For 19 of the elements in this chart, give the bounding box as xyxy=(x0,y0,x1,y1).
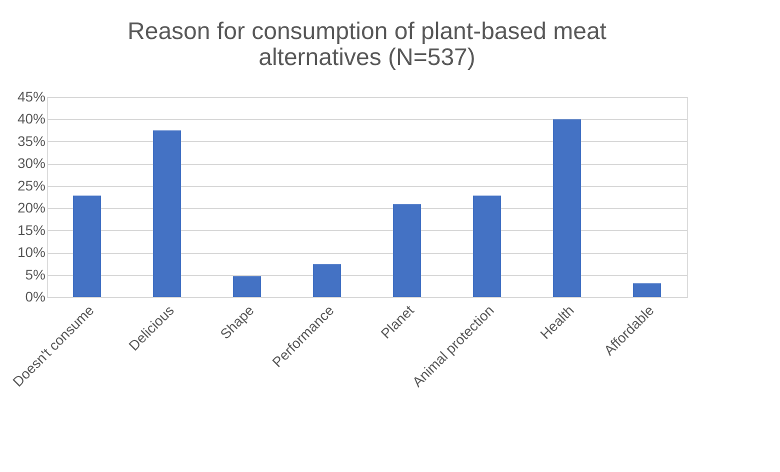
y-tick-label: 5% xyxy=(25,266,46,282)
bar xyxy=(393,204,421,297)
y-tick-label: 15% xyxy=(17,222,46,238)
y-tick-label: 0% xyxy=(25,288,46,304)
y-tick-label: 20% xyxy=(17,200,46,216)
bar xyxy=(73,196,101,297)
chart-title: Reason for consumption of plant-based meat alternatives (N=537) xyxy=(128,18,607,71)
y-tick-label: 45% xyxy=(17,88,46,104)
bar xyxy=(633,283,661,297)
bar xyxy=(473,196,501,297)
bar xyxy=(313,264,341,297)
bar xyxy=(553,119,581,297)
y-tick-label: 30% xyxy=(17,155,46,172)
y-tick-label: 10% xyxy=(17,244,46,260)
bar xyxy=(233,276,261,297)
bar xyxy=(153,130,181,297)
y-tick-label: 35% xyxy=(17,132,46,149)
y-tick-label: 40% xyxy=(17,110,46,127)
y-tick-label: 25% xyxy=(17,177,46,194)
